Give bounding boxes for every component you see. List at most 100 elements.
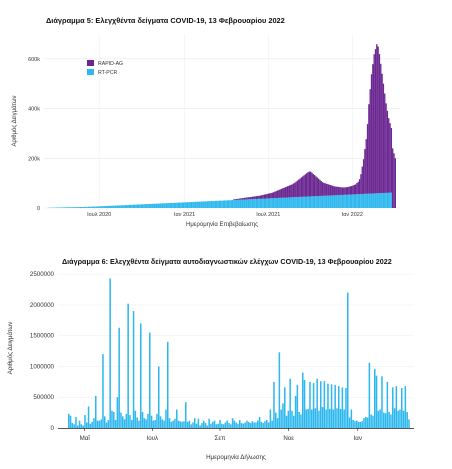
data-bar — [172, 420, 174, 428]
rt-pcr-bar — [290, 197, 292, 208]
data-bar — [278, 352, 281, 428]
data-bar — [404, 386, 407, 428]
data-bar — [168, 418, 171, 428]
data-bar — [203, 420, 205, 428]
rapid-ag-bar — [238, 198, 240, 200]
data-bar — [150, 415, 153, 428]
data-bar — [197, 418, 200, 428]
rt-pcr-bar — [315, 196, 317, 208]
rapid-ag-bar — [250, 196, 252, 200]
rt-pcr-bar — [137, 204, 140, 208]
rt-pcr-bar — [276, 197, 279, 208]
rt-pcr-bar — [99, 206, 101, 208]
rt-pcr-bar — [151, 203, 153, 208]
rapid-ag-bar — [356, 183, 358, 195]
data-bar — [406, 412, 408, 428]
data-bar — [298, 412, 300, 428]
rapid-ag-bar — [380, 63, 382, 194]
rt-pcr-bar — [288, 197, 291, 208]
data-bar — [204, 423, 207, 428]
rt-pcr-bar — [271, 198, 273, 208]
data-bar — [255, 422, 257, 428]
data-bar — [242, 423, 245, 428]
data-bar — [336, 408, 338, 428]
rapid-ag-bar — [235, 198, 238, 200]
rapid-ag-bar — [352, 185, 354, 195]
rt-pcr-bar — [204, 201, 206, 208]
data-bar — [91, 421, 93, 428]
data-bar — [233, 420, 236, 428]
data-bar — [348, 417, 351, 428]
rt-pcr-bar — [369, 193, 371, 208]
rapid-ag-bar — [262, 194, 264, 199]
rt-pcr-bar — [102, 206, 104, 208]
rt-pcr-bar — [132, 204, 135, 208]
x-tick-label: Ιαν 2022 — [342, 212, 363, 218]
rt-pcr-bar — [267, 198, 269, 208]
data-bar — [96, 420, 99, 428]
data-bar — [275, 412, 277, 428]
data-bar — [222, 424, 225, 428]
rt-pcr-bar — [95, 206, 97, 208]
rt-pcr-bar — [184, 202, 186, 208]
data-bar — [321, 407, 324, 428]
rapid-ag-bar — [382, 83, 385, 193]
rt-pcr-bar — [147, 204, 149, 208]
rt-pcr-bar — [149, 203, 152, 208]
data-bar — [68, 413, 70, 428]
data-bar — [230, 424, 232, 428]
rapid-ag-bar — [243, 197, 246, 200]
rapid-ag-bar — [283, 187, 285, 198]
rt-pcr-bar — [308, 196, 310, 208]
rt-pcr-bar — [110, 205, 112, 208]
rt-pcr-bar — [190, 202, 193, 208]
data-bar — [212, 421, 214, 428]
data-bar — [199, 425, 201, 428]
rapid-ag-bar — [378, 54, 381, 194]
rt-pcr-bar — [259, 198, 262, 208]
rt-pcr-bar — [156, 203, 158, 208]
rapid-ag-bar — [286, 186, 288, 198]
rt-pcr-bar — [144, 204, 146, 208]
rt-pcr-bar — [194, 201, 197, 208]
data-bar — [154, 420, 156, 428]
data-bar — [221, 423, 223, 428]
data-bar — [163, 420, 165, 428]
data-bar — [239, 420, 241, 428]
data-bar — [305, 409, 308, 428]
rt-pcr-bar — [153, 203, 156, 208]
data-bar — [314, 408, 317, 428]
rapid-ag-bar — [288, 185, 291, 198]
rt-pcr-bar — [337, 195, 340, 208]
rapid-ag-bar — [296, 180, 299, 198]
data-bar — [374, 368, 376, 428]
rapid-ag-bar — [270, 193, 272, 199]
rt-pcr-bar — [328, 195, 330, 208]
data-bar — [75, 416, 77, 428]
data-bar — [195, 423, 198, 428]
rapid-ag-bar — [234, 199, 236, 200]
rapid-ag-bar — [316, 177, 318, 197]
rt-pcr-bar — [298, 196, 300, 208]
rapid-ag-bar — [345, 187, 348, 195]
data-bar — [235, 422, 237, 428]
rt-pcr-bar — [92, 206, 95, 208]
rt-pcr-bar — [335, 195, 337, 208]
rt-pcr-bar — [233, 200, 235, 208]
rapid-ag-bar — [300, 177, 303, 197]
data-bar — [228, 423, 230, 428]
data-bar — [273, 381, 275, 428]
rt-pcr-bar — [67, 207, 70, 208]
data-bar — [125, 413, 128, 428]
rt-pcr-bar — [143, 204, 145, 208]
rt-pcr-bar — [257, 198, 259, 208]
rt-pcr-bar — [386, 192, 389, 208]
rapid-ag-bar — [258, 195, 260, 199]
legend-label: RAPID-AG — [98, 61, 123, 67]
rt-pcr-bar — [82, 207, 84, 208]
rapid-ag-bar — [253, 196, 255, 200]
rt-pcr-bar — [296, 197, 299, 208]
rt-pcr-bar — [292, 197, 295, 208]
rapid-ag-bar — [295, 181, 297, 198]
rapid-ag-bar — [276, 190, 279, 198]
